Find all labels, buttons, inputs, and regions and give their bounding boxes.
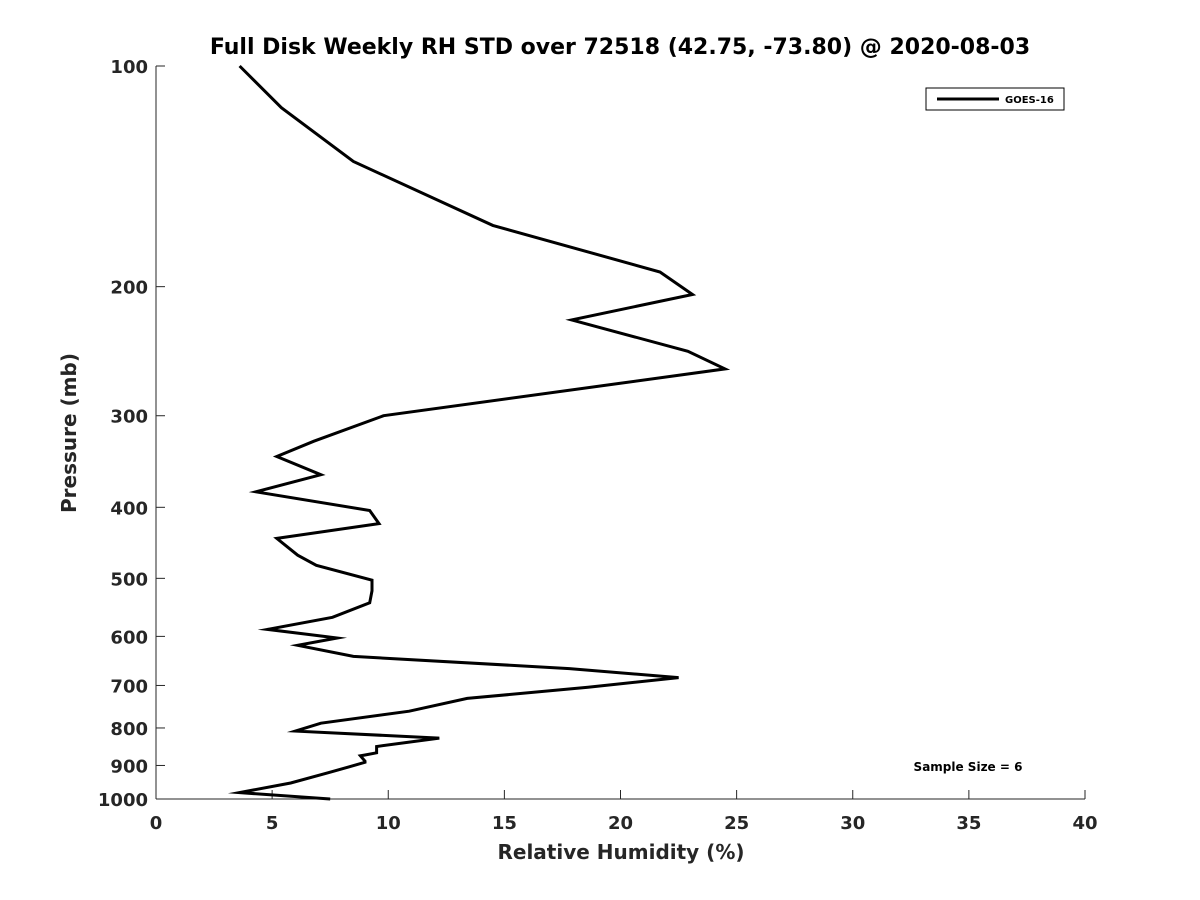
y-axis: 100 200 300 400 500 600 700 800 900 1000: [98, 57, 165, 811]
x-tick-label: 0: [150, 813, 163, 834]
y-tick-label: 400: [110, 498, 148, 519]
x-tick-label: 30: [840, 813, 865, 834]
y-tick-label: 300: [110, 407, 148, 428]
legend: GOES-16: [925, 87, 1065, 111]
y-tick-label: 700: [110, 676, 148, 697]
y-tick-label: 200: [110, 278, 148, 299]
x-tick-label: 40: [1072, 813, 1097, 834]
y-axis-title: Pressure (mb): [57, 353, 81, 513]
series-layer: [227, 64, 731, 801]
y-tick-label: 500: [110, 569, 148, 590]
chart-title: Full Disk Weekly RH STD over 72518 (42.7…: [210, 35, 1030, 60]
y-tick-label: 600: [110, 627, 148, 648]
plot-area: [156, 66, 1085, 799]
y-tick-label: 100: [110, 57, 148, 78]
x-tick-label: 15: [492, 813, 517, 834]
x-tick-label: 10: [376, 813, 401, 834]
y-tick-label: 800: [110, 719, 148, 740]
y-tick-label: 900: [110, 756, 148, 777]
y-tick-label: 1000: [98, 790, 148, 811]
legend-entry-goes-16: GOES-16: [1005, 95, 1054, 106]
x-tick-label: 25: [724, 813, 749, 834]
x-tick-label: 35: [956, 813, 981, 834]
x-tick-label: 5: [266, 813, 279, 834]
plot-background: [156, 66, 1085, 799]
sample-size-annotation: Sample Size = 6: [914, 760, 1023, 774]
x-tick-label: 20: [608, 813, 633, 834]
x-axis-title: Relative Humidity (%): [497, 840, 744, 864]
series-line-goes-16: [227, 64, 731, 801]
